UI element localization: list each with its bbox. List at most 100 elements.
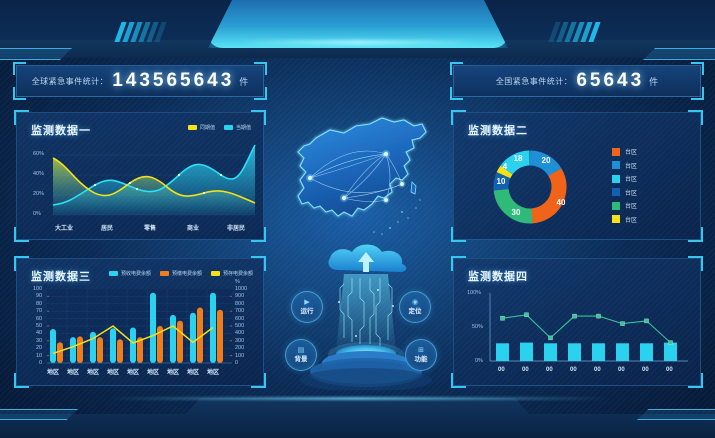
bracket-corner-icon [251, 110, 266, 125]
bracket-corner-icon [451, 256, 466, 271]
footer-corner-tab-left [0, 409, 78, 420]
center-button-label: 定位 [408, 307, 422, 315]
cloud-icon [328, 244, 407, 272]
header-lower-band [0, 40, 715, 58]
footer-glow-line [104, 397, 611, 400]
legend-label: 台区 [625, 177, 638, 183]
panel-three-y2tick: 600 [235, 315, 245, 322]
panel-three-ytick: 10 [36, 352, 43, 359]
panel-three-y2tick: 400 [235, 330, 245, 337]
bracket-corner-icon [451, 373, 466, 388]
legend-label: 预存电费余额 [222, 271, 253, 277]
panel-three-category: 地区 [107, 370, 120, 376]
legend-swatch-icon [612, 188, 620, 196]
panel-four-ytick: 100% [467, 290, 482, 296]
panel-one-ytick: 40% [33, 171, 45, 177]
circuit-traces [339, 278, 393, 346]
legend-label: 预收电费余额 [120, 271, 151, 277]
legend-swatch-icon [612, 201, 620, 210]
panel-two-title: 监测数据二 [468, 125, 528, 137]
donut-slice-label: 18 [514, 154, 523, 163]
location-icon: ◉ [411, 298, 419, 306]
legend-label: 当期值 [235, 125, 251, 131]
bracket-corner-icon [13, 62, 26, 75]
legend-item: 台区 [612, 147, 637, 156]
panel-three-ytick: 90 [36, 293, 43, 300]
panel-three-ytick: 0 [39, 360, 43, 366]
header-corner-tab-left [0, 48, 72, 60]
legend-item: 台区 [612, 174, 637, 183]
panel-three-category: 地区 [67, 370, 80, 376]
bracket-corner-icon [251, 256, 266, 271]
play-icon: ▶ [304, 298, 310, 306]
bracket-corner-icon [14, 227, 29, 242]
panel-monitor-data-three: 监测数据三 预收电费余额 预缴电费余额 预存电费余额 [14, 256, 266, 388]
global-counter-unit: 件 [239, 76, 249, 87]
footer-background [0, 398, 715, 438]
panel-three-y2tick: 900 [235, 293, 245, 300]
bracket-corner-icon [688, 256, 703, 271]
panel-three-ytick: 80 [36, 300, 43, 307]
bracket-corner-icon [450, 87, 463, 100]
header-corner-tab-right [643, 48, 715, 60]
panel-three-ytick: 30 [36, 337, 43, 344]
panel-one-title: 监测数据一 [31, 125, 91, 137]
center-button-background[interactable]: ▤ 背景 [285, 339, 317, 371]
legend-swatch-icon [223, 125, 233, 130]
map-connection-arcs [309, 150, 403, 202]
panel-three-category: 地区 [187, 370, 200, 376]
panel-four-category: 00 [570, 367, 577, 373]
legend-label: 台区 [625, 217, 638, 224]
panel-three-category: 地区 [127, 370, 140, 376]
donut-slice-label: 4 [503, 162, 508, 171]
panel-one-ytick: 60% [33, 151, 45, 157]
panel-monitor-data-two: 监测数据二 20 40 30 10 4 18 [451, 110, 703, 242]
bracket-corner-icon [688, 373, 703, 388]
china-map-visualization [297, 117, 427, 235]
legend-swatch-icon [612, 174, 620, 183]
bracket-corner-icon [254, 62, 267, 75]
national-counter-label: 全国紧急事件统计： [495, 76, 573, 86]
grid-icon: ⊞ [418, 346, 424, 354]
panel-three-ytick: 50 [36, 323, 43, 329]
panel-three-y2tick: 1000 [235, 286, 248, 292]
panel-three-category: 地区 [167, 370, 180, 376]
cloud-data-podium-visual [300, 244, 432, 390]
legend-item: 台区 [612, 188, 637, 197]
legend-item: 当期值 [223, 124, 251, 131]
legend-swatch-icon [210, 271, 220, 276]
bracket-corner-icon [254, 87, 267, 100]
panel-three-ytick: 100 [33, 286, 43, 292]
global-counter-label: 全球紧急事件统计： [31, 76, 109, 86]
panel-four-category: 00 [618, 367, 625, 373]
panel-three-category: 地区 [87, 370, 100, 376]
bracket-corner-icon [691, 62, 704, 75]
panel-four-title: 监测数据四 [468, 271, 528, 283]
panel-one-category: 非居民 [227, 226, 246, 232]
legend-swatch-icon [159, 271, 169, 276]
donut-slice-label: 10 [497, 177, 506, 186]
upload-arrow-icon [358, 252, 374, 272]
header-stripes-right [548, 22, 601, 42]
legend-label: 预缴电费余额 [171, 271, 202, 277]
center-button-function[interactable]: ⊞ 功能 [405, 339, 437, 371]
panel-three-ytick: 60 [36, 315, 43, 322]
center-button-run[interactable]: ▶ 运行 [291, 291, 323, 323]
panel-three-ytick: 20 [36, 345, 43, 352]
china-landmass-shape [297, 117, 427, 217]
bracket-corner-icon [688, 227, 703, 242]
panel-monitor-data-four: 监测数据四 [451, 256, 703, 388]
bracket-corner-icon [688, 110, 703, 125]
bracket-corner-icon [451, 110, 466, 125]
center-button-locate[interactable]: ◉ 定位 [399, 291, 431, 323]
footer-bar [0, 378, 715, 438]
panel-three-y2tick: 100 [235, 352, 245, 359]
legend-item: 同期值 [187, 124, 215, 131]
center-button-label: 运行 [300, 307, 314, 315]
data-beam [336, 274, 396, 352]
panel-three-y2tick: 800 [235, 300, 245, 307]
panel-three-category: 地区 [147, 370, 160, 376]
legend-label: 台区 [625, 190, 638, 197]
center-button-label: 背景 [294, 355, 308, 363]
panel-three-ytick: 70 [36, 308, 43, 315]
